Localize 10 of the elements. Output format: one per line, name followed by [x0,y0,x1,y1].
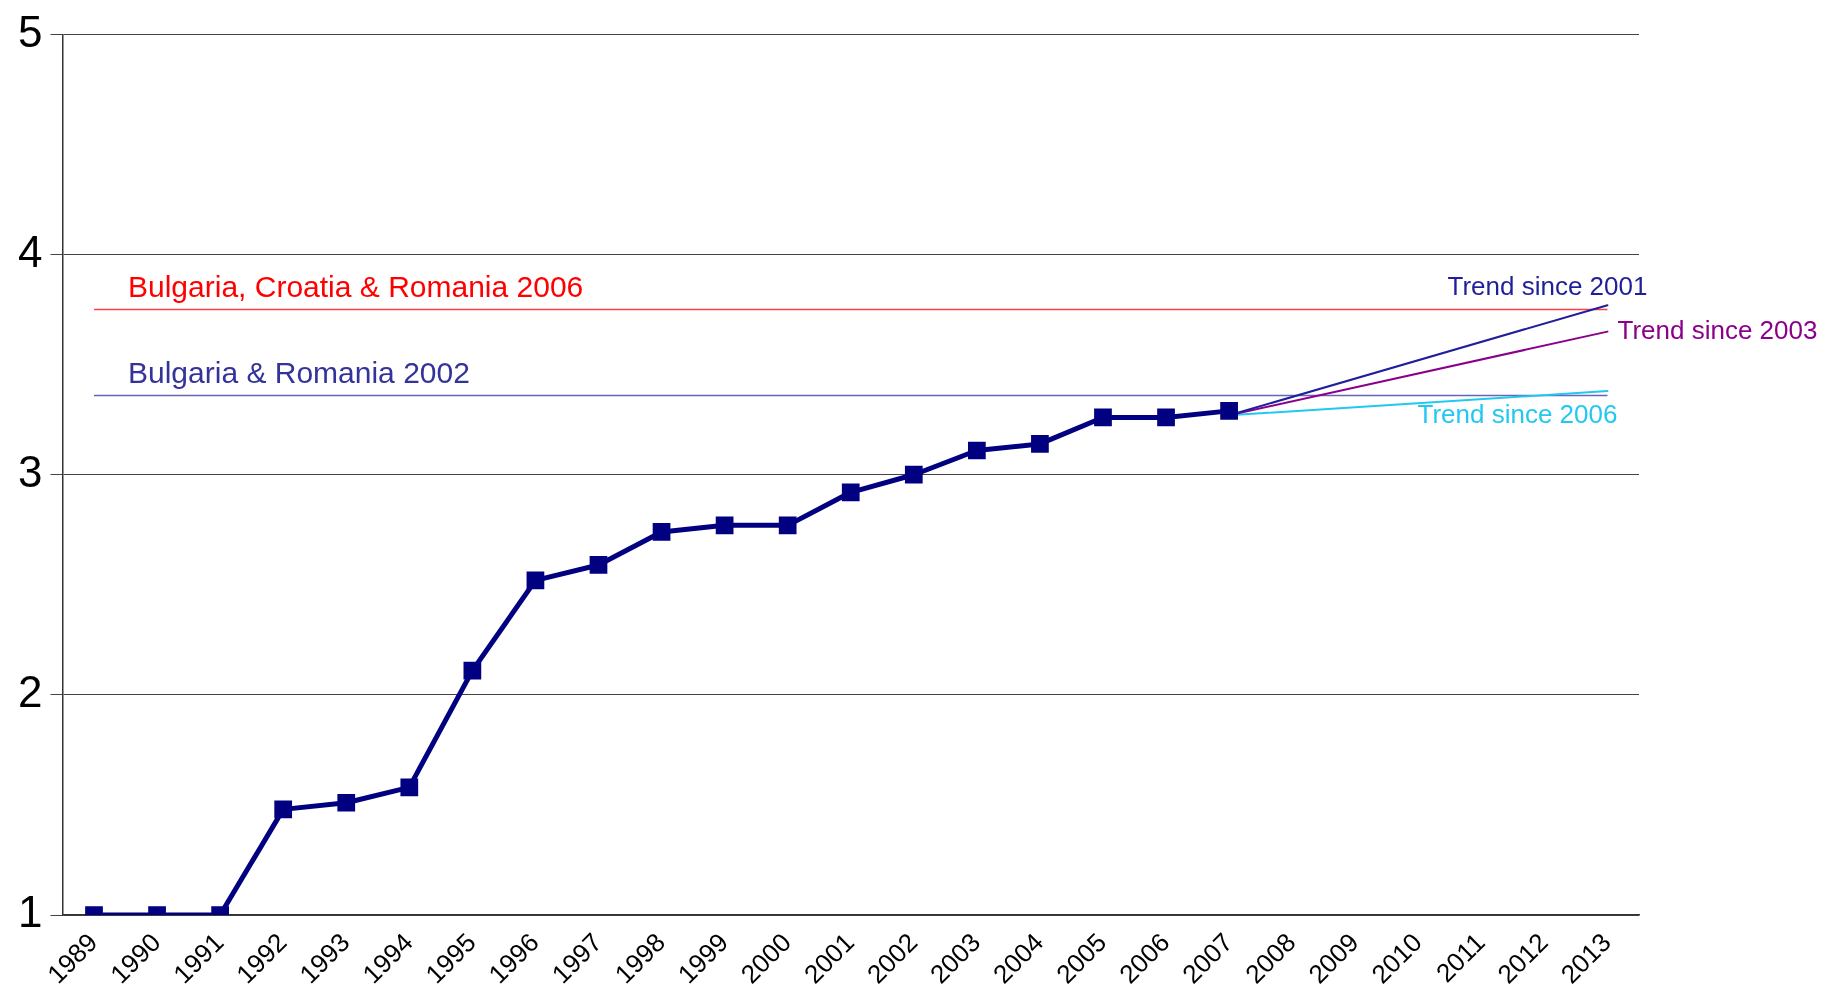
y-tick-label: 5 [17,6,43,56]
y-tick-label: 4 [17,226,43,276]
y-tick-label: 2 [17,667,43,717]
y-tick-label: 3 [17,446,43,496]
series-label: Trend since 2006 [1417,399,1618,430]
series-label: Trend since 2001 [1447,271,1648,302]
ref-line-label: Bulgaria & Romania 2002 [128,355,470,389]
series-label: Trend since 2003 [1617,314,1818,345]
ref-line-label: Bulgaria, Croatia & Romania 2006 [128,269,584,303]
y-tick-label: 1 [17,887,43,937]
